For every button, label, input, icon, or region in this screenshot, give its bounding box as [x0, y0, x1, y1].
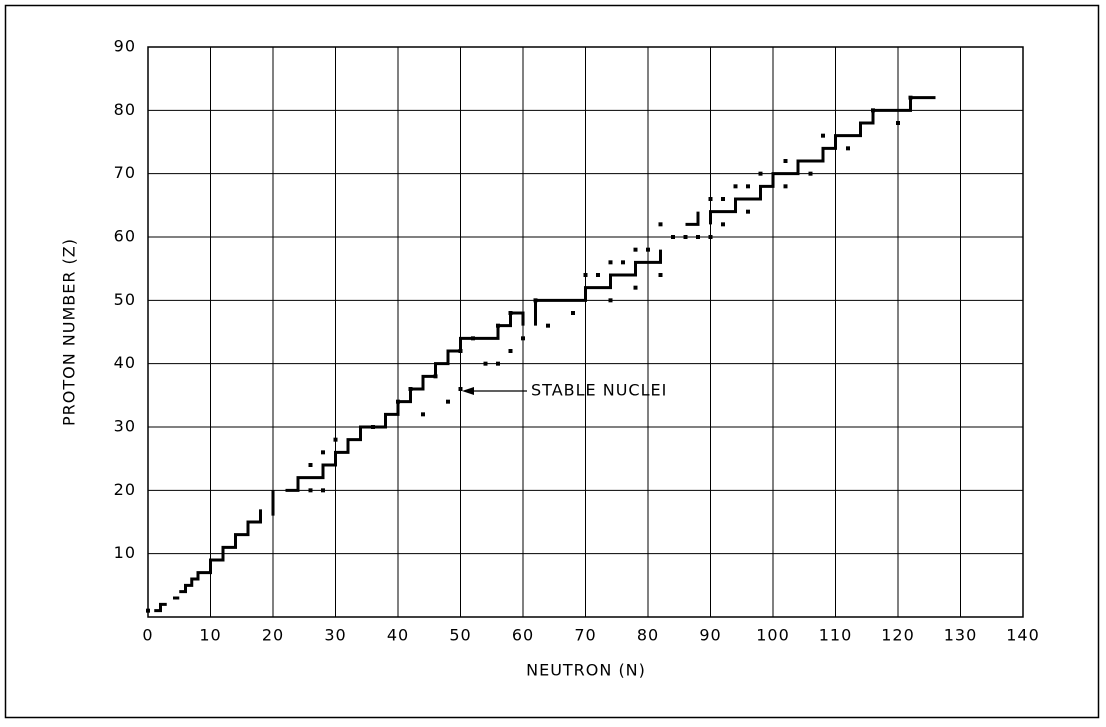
nucleus-point	[708, 235, 713, 239]
x-tick-label: 40	[387, 626, 409, 645]
annotation-arrowhead	[462, 387, 474, 395]
nucleus-point	[433, 374, 438, 379]
x-tick-label: 30	[324, 626, 346, 645]
y-tick-label: 90	[114, 37, 136, 56]
x-tick-label: 20	[262, 626, 284, 645]
y-tick-label: 10	[114, 543, 136, 562]
nucleus-point	[321, 488, 325, 493]
nucleus-point	[658, 273, 663, 277]
x-tick-label: 50	[449, 626, 471, 645]
nucleus-point	[633, 247, 638, 252]
nucleus-point	[621, 260, 625, 265]
nucleus-point	[608, 260, 613, 265]
y-tick-label: 20	[114, 480, 136, 499]
nucleus-point	[496, 323, 500, 328]
x-axis-label: NEUTRON (N)	[526, 661, 646, 680]
nucleus-point	[608, 298, 613, 303]
x-tick-label: 120	[881, 626, 915, 645]
frame	[4, 4, 1100, 719]
nucleus-point	[671, 235, 675, 239]
nucleus-point	[733, 184, 738, 189]
nucleus-point	[533, 298, 538, 303]
nucleus-point	[708, 197, 713, 201]
nucleus-point	[646, 247, 650, 252]
y-tick-label: 30	[114, 417, 136, 436]
nucleus-point	[683, 235, 688, 239]
x-tick-label: 110	[819, 626, 853, 645]
nucleus-point	[521, 336, 525, 341]
y-tick-label: 80	[114, 100, 136, 119]
nucleus-point	[821, 133, 825, 138]
nucleus-point	[308, 488, 313, 493]
nucleus-point	[458, 349, 463, 353]
nucleus-point	[721, 222, 725, 227]
x-tick-label: 10	[199, 626, 221, 645]
y-axis-label: PROTON NUMBER (Z)	[60, 238, 79, 426]
y-tick-label: 70	[114, 163, 136, 182]
nucleus-point	[321, 450, 325, 455]
annotation: STABLE NUCLEI	[531, 381, 667, 400]
x-tick-label: 80	[637, 626, 659, 645]
nucleus-point	[308, 463, 313, 467]
nucleus-point	[546, 323, 550, 328]
x-tick-label: 70	[574, 626, 596, 645]
x-tick-label: 60	[512, 626, 534, 645]
nucleus-point	[908, 95, 913, 100]
nucleus-point	[508, 349, 513, 353]
x-tick-label: 0	[142, 626, 153, 645]
y-tick-label: 60	[114, 227, 136, 246]
x-tick-label: 130	[944, 626, 978, 645]
y-tick-label: 50	[114, 290, 136, 309]
nucleus-point	[446, 399, 450, 404]
nucleus-point	[396, 399, 400, 404]
nucleus-point	[846, 146, 850, 151]
nucleus-point	[496, 361, 500, 366]
nucleus-point	[508, 311, 513, 315]
x-tick-label: 140	[1006, 626, 1040, 645]
nucleus-point	[596, 273, 600, 277]
nucleus-point	[483, 361, 488, 366]
nucleus-point	[458, 387, 463, 391]
nucleus-point	[721, 197, 725, 201]
nucleus-point	[146, 608, 150, 613]
nucleus-point	[583, 273, 588, 277]
x-tick-label: 90	[699, 626, 721, 645]
nucleus-point	[746, 209, 750, 214]
nucleus-point	[408, 387, 413, 391]
nucleus-point	[333, 437, 338, 442]
nucleus-point	[371, 425, 375, 429]
nucleus-point	[696, 235, 700, 239]
nucleus-point	[758, 171, 763, 176]
nucleus-point	[783, 184, 788, 189]
stability-line	[154, 96, 936, 613]
nucleus-point	[658, 222, 663, 227]
nucleus-point	[633, 285, 638, 290]
nucleus-point	[783, 159, 788, 163]
nucleus-point	[746, 184, 750, 189]
y-tick-label: 40	[114, 353, 136, 372]
x-tick-label: 100	[756, 626, 790, 645]
nucleus-point	[421, 412, 425, 417]
nucleus-point	[871, 108, 875, 113]
nucleus-point	[471, 336, 475, 341]
nucleus-point	[808, 171, 813, 176]
nucleus-point	[571, 311, 575, 315]
nucleus-point	[896, 121, 900, 125]
